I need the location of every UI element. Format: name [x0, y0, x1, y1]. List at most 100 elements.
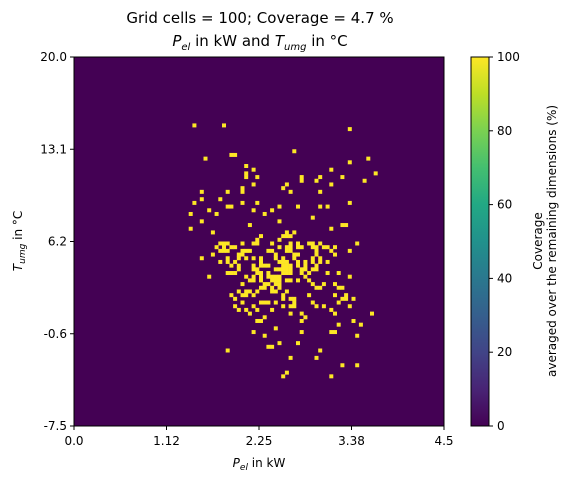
- heatmap-cell: [329, 226, 334, 231]
- heatmap-cell: [310, 245, 315, 250]
- heatmap-cell: [225, 256, 230, 261]
- heatmap-cell: [233, 245, 238, 250]
- heatmap-cell: [225, 248, 230, 253]
- heatmap-cell: [336, 300, 341, 305]
- heatmap-cell: [255, 237, 260, 242]
- heatmap-cell: [251, 293, 256, 298]
- heatmap-cell: [296, 252, 300, 257]
- heatmap-cell: [281, 256, 286, 261]
- heatmap-cell: [240, 241, 245, 246]
- heatmap-cell: [259, 271, 263, 276]
- heatmap-cell: [329, 330, 334, 335]
- heatmap-cell: [329, 182, 334, 187]
- heatmap-cell: [192, 123, 197, 128]
- heatmap-cell: [259, 274, 263, 279]
- heatmap-cell: [266, 263, 271, 268]
- heatmap-cell: [229, 204, 234, 209]
- heatmap-cell: [296, 278, 300, 283]
- heatmap-cell: [288, 189, 293, 194]
- heatmap-cell: [355, 363, 360, 368]
- heatmap-cell: [288, 278, 293, 283]
- heatmap-cell: [222, 241, 226, 246]
- heatmap-cell: [355, 333, 360, 338]
- heatmap-plot-area: [73, 56, 445, 427]
- heatmap-cell: [251, 278, 256, 283]
- heatmap-cell: [247, 278, 252, 283]
- heatmap-cell: [255, 271, 260, 276]
- heatmap-cell: [192, 200, 197, 205]
- heatmap-cell: [314, 248, 319, 253]
- heatmap-cell: [292, 300, 297, 305]
- heatmap-cell: [236, 252, 241, 257]
- heatmap-cell: [362, 178, 367, 183]
- heatmap-cell: [310, 241, 315, 246]
- heatmap-cell: [329, 167, 334, 172]
- heatmap-cell: [222, 248, 226, 253]
- heatmap-cell: [284, 259, 289, 264]
- heatmap-cell: [370, 311, 374, 316]
- heatmap-cell: [266, 344, 271, 349]
- heatmap-cell: [296, 263, 300, 268]
- heatmap-cell: [310, 267, 315, 272]
- heatmap-cell: [299, 311, 304, 316]
- heatmap-cell: [240, 300, 245, 305]
- colorbar-tick-label: 40: [497, 271, 512, 285]
- heatmap-cell: [262, 315, 267, 320]
- heatmap-cell: [240, 293, 245, 298]
- heatmap-cell: [288, 234, 293, 239]
- heatmap-cell: [333, 293, 337, 298]
- heatmap-cell: [310, 300, 315, 305]
- colorbar-label-line1: Coverage: [531, 212, 545, 270]
- heatmap-cell: [255, 307, 260, 312]
- heatmap-cell: [277, 245, 282, 250]
- heatmap-cell: [284, 271, 289, 276]
- heatmap-cell: [314, 304, 319, 309]
- heatmap-cell: [240, 282, 245, 287]
- heatmap-cell: [244, 274, 249, 279]
- heatmap-cell: [373, 171, 378, 176]
- heatmap-cell: [303, 259, 308, 264]
- x-axis-label: Pel in kW: [233, 456, 286, 473]
- heatmap-cell: [318, 204, 323, 209]
- heatmap-cell: [303, 263, 308, 268]
- heatmap-cell: [292, 149, 297, 154]
- heatmap-cell: [247, 311, 252, 316]
- heatmap-cell: [281, 186, 286, 191]
- heatmap-cell: [314, 267, 319, 272]
- heatmap-cell: [225, 348, 230, 353]
- heatmap-cell: [259, 300, 263, 305]
- heatmap-cell: [281, 271, 286, 276]
- heatmap-cell: [299, 330, 304, 335]
- heatmap-cell: [251, 274, 256, 279]
- heatmap-cell: [307, 278, 312, 283]
- y-axis-ticks: -7.5 -0.6 6.2 13.1 20.0: [40, 50, 74, 433]
- heatmap-cell: [259, 234, 263, 239]
- heatmap-cell: [251, 241, 256, 246]
- heatmap-cell: [281, 296, 286, 301]
- heatmap-cell: [244, 293, 249, 298]
- heatmap-cell: [273, 289, 278, 294]
- heatmap-cell: [236, 289, 241, 294]
- heatmap-cell: [225, 241, 230, 246]
- heatmap-cell: [281, 263, 286, 268]
- y-axis-label: Tumg in °C: [11, 211, 28, 271]
- heatmap-cell: [281, 267, 286, 272]
- colorbar: [470, 56, 490, 427]
- heatmap-cell: [199, 197, 204, 202]
- heatmap-cell: [273, 278, 278, 283]
- heatmap-cell: [218, 248, 223, 253]
- heatmap-cell: [277, 204, 282, 209]
- x-axis-ticks: 0.0 1.12 2.25 3.38 4.5: [64, 426, 454, 448]
- heatmap-cell: [299, 267, 304, 272]
- heatmap-cell: [240, 248, 245, 253]
- heatmap-cell: [318, 348, 323, 353]
- heatmap-cell: [355, 241, 360, 246]
- heatmap-cell: [266, 300, 271, 305]
- heatmap-cell: [277, 341, 282, 346]
- heatmap-cell: [314, 178, 319, 183]
- heatmap-cell: [281, 304, 286, 309]
- heatmap-cell: [255, 200, 260, 205]
- heatmap-cell: [299, 175, 304, 180]
- heatmap-cell: [270, 208, 275, 213]
- heatmap-cell: [273, 256, 278, 261]
